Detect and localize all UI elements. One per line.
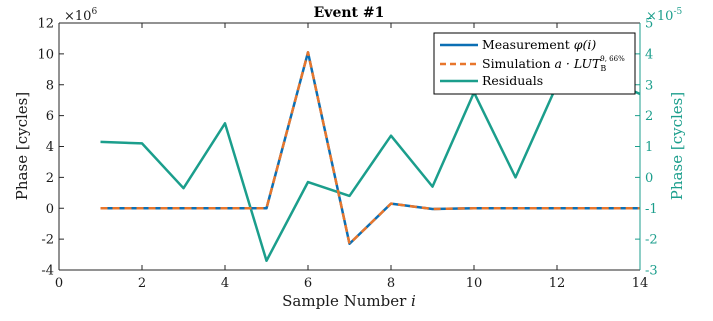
y-right-tick-label: -3 (645, 264, 658, 279)
y-right-tick-label: 1 (645, 140, 653, 155)
legend-box (433, 32, 636, 95)
y-left-tick-label: 6 (46, 109, 54, 124)
legend-entry-residuals: Residuals (440, 73, 543, 88)
y-right-tick-label: -2 (645, 233, 658, 248)
y-left-tick-label: -2 (41, 233, 54, 248)
x-tick-label: 4 (221, 276, 229, 291)
y-axis-label-left: Phase [cycles] (13, 92, 31, 200)
legend-label-simulation: Simulation a · LUTB9, 66% (482, 55, 625, 73)
x-tick-label: 14 (632, 276, 649, 291)
y-left-tick-label: 2 (46, 171, 54, 186)
series-layer (100, 51, 640, 262)
legend: Measurement φ(i) Simulation a · LUTB9, 6… (433, 32, 636, 95)
y-left-tick-label: -4 (41, 264, 54, 279)
y-right-tick-label: 2 (645, 109, 653, 124)
legend-entry-measurement: Measurement φ(i) (440, 37, 596, 52)
x-tick-label: 12 (549, 276, 566, 291)
y-left-tick-label: 4 (46, 140, 54, 155)
y-left-tick-label: 8 (46, 78, 54, 93)
y-right-tick-label: 4 (645, 47, 653, 62)
x-tick-label: 8 (387, 276, 395, 291)
y-left-tick-label: 0 (46, 202, 54, 217)
x-tick-label: 2 (138, 276, 146, 291)
legend-label-residuals: Residuals (482, 73, 543, 88)
y-axis-left-ticks: -4 -2 0 2 4 6 8 10 12 (37, 17, 64, 279)
x-tick-label: 6 (304, 276, 312, 291)
y-right-tick-label: 5 (645, 17, 653, 32)
x-axis-label: Sample Number i (282, 292, 416, 310)
left-axis-multiplier: ×106 (64, 7, 97, 24)
chart-title: Event #1 (314, 5, 385, 21)
y-right-tick-label: -1 (645, 202, 658, 217)
y-axis-label-right: Phase [cycles] (668, 92, 686, 200)
x-tick-label: 0 (55, 276, 63, 291)
y-left-tick-label: 12 (37, 17, 54, 32)
series-line-residuals (100, 74, 640, 262)
y-right-tick-label: 0 (645, 171, 653, 186)
series-line-simulation (100, 51, 640, 246)
x-axis-ticks: 0 2 4 6 8 10 12 14 (55, 23, 648, 291)
right-axis-multiplier: ×10-5 (646, 7, 682, 24)
x-tick-label: 10 (466, 276, 483, 291)
y-right-tick-label: 3 (645, 78, 653, 93)
legend-entry-simulation: Simulation a · LUTB9, 66% (440, 55, 625, 73)
legend-label-measurement: Measurement φ(i) (482, 37, 596, 52)
y-axis-right-ticks: -3 -2 -1 0 1 2 3 4 5 (635, 17, 658, 279)
y-left-tick-label: 10 (37, 47, 54, 62)
